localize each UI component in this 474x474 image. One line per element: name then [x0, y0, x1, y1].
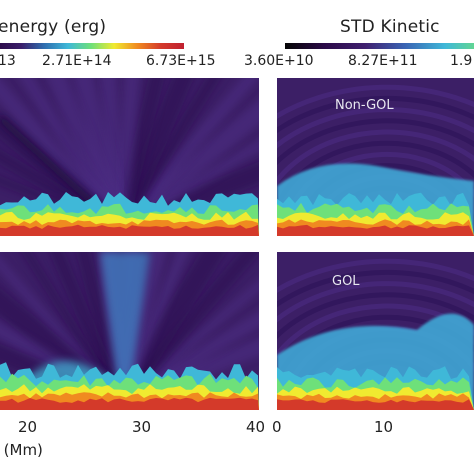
heatmap-arch	[277, 95, 474, 134]
right-colorbar-tick: 1.9	[450, 53, 473, 69]
left-colorbar-tick: 6.73E+15	[146, 53, 216, 69]
heatmap-streak	[46, 78, 129, 232]
right-colorbar-tick: 8.27E+11	[348, 53, 418, 69]
x-tick-label: 30	[132, 418, 152, 436]
heatmap-arch	[277, 281, 474, 323]
heatmap-panel-bottom-left	[0, 252, 259, 410]
right-colorbar-title: STD Kinetic	[340, 17, 440, 37]
x-tick-label: 0	[272, 418, 282, 436]
heatmap-streak	[21, 252, 124, 405]
panel-label-gol: GOL	[332, 274, 360, 289]
x-tick-label: 10	[374, 418, 394, 436]
heatmap-arch	[277, 129, 474, 185]
heatmap-arch	[277, 258, 474, 293]
heatmap-layer	[0, 224, 259, 236]
left-colorbar	[0, 43, 184, 49]
right-colorbar	[285, 43, 474, 49]
heatmap-arch	[277, 292, 474, 340]
heatmap-arch	[277, 107, 474, 149]
heatmap-panel-bottom-right: GOL	[277, 252, 474, 410]
x-axis-label: x (Mm)	[0, 441, 43, 459]
heatmap-panel-top-right: Non-GOL	[277, 78, 474, 236]
heatmap-streak	[49, 252, 127, 405]
heatmap-layer	[0, 397, 259, 410]
x-tick-label: 40	[246, 418, 266, 436]
heatmap-layer	[277, 224, 474, 236]
right-colorbar-tick: 3.60E+10	[244, 53, 314, 69]
panel-label-non-gol: Non-GOL	[335, 98, 394, 113]
left-colorbar-tick: 2.71E+14	[42, 53, 112, 69]
heatmap-arch	[277, 269, 474, 308]
heatmap-streak	[110, 252, 227, 408]
heatmap-arch	[277, 84, 474, 119]
x-tick-label: 20	[18, 418, 38, 436]
heatmap-panel-top-left	[0, 78, 259, 236]
heatmap-arch	[277, 303, 474, 359]
heatmap-layer	[277, 399, 474, 410]
heatmap-arch	[277, 118, 474, 166]
left-colorbar-tick: 13	[0, 53, 16, 69]
left-colorbar-title: energy (erg)	[0, 17, 107, 37]
heatmap-streak	[100, 252, 150, 390]
